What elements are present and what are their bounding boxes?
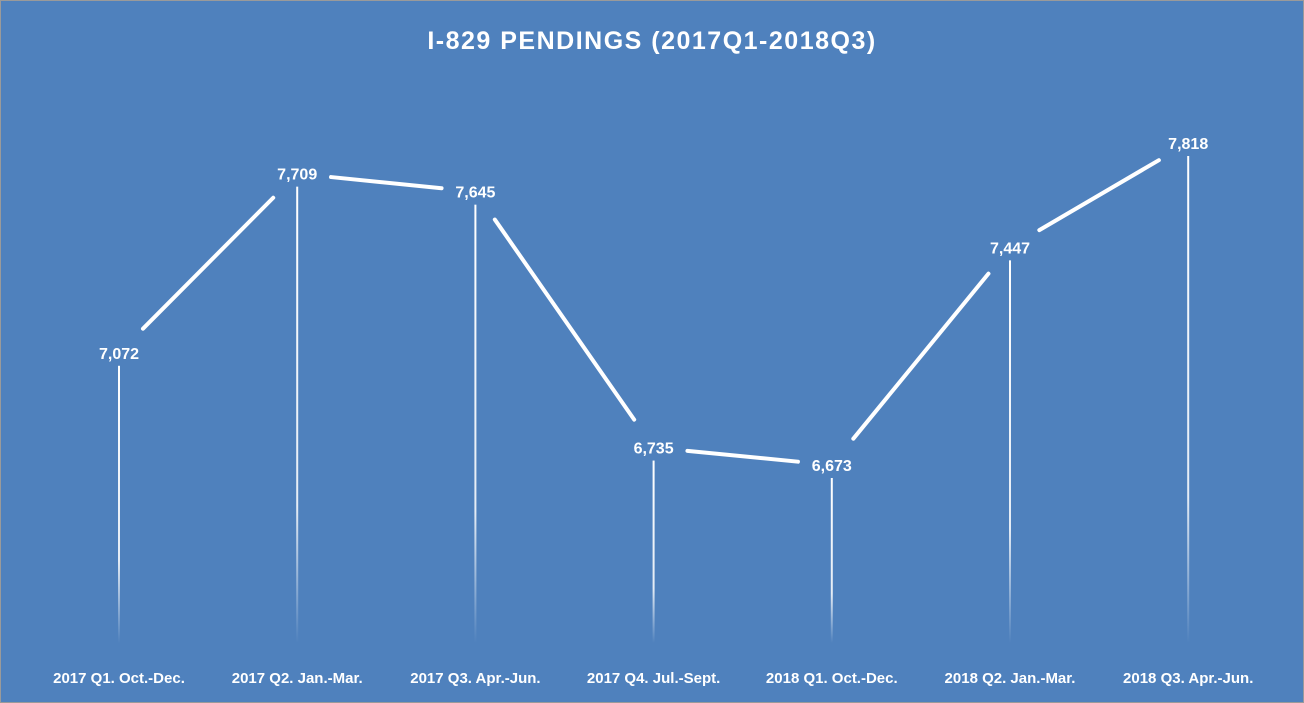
chart-title: I-829 PENDINGS (2017Q1-2018Q3)	[427, 27, 877, 55]
drop-line	[296, 186, 299, 644]
data-label: 7,645	[455, 185, 495, 202]
data-label: 7,447	[990, 240, 1030, 257]
data-labels: 7,072 7,709 7,645 6,735 6,673 7,447 7,818	[99, 136, 1208, 475]
x-tick-label: 2017 Q1. Oct.-Dec.	[53, 670, 185, 687]
drop-line	[474, 204, 477, 643]
series-segment	[492, 217, 637, 422]
drop-line	[118, 365, 120, 643]
x-tick-label: 2018 Q3. Apr.-Jun.	[1123, 670, 1253, 687]
series-segment	[140, 195, 276, 331]
drop-line	[652, 460, 655, 643]
data-label: 7,818	[1168, 136, 1208, 153]
data-label: 7,709	[277, 167, 317, 184]
data-label: 6,673	[812, 458, 852, 475]
x-tick-label: 2017 Q2. Jan.-Mar.	[232, 670, 363, 687]
x-tick-label: 2017 Q3. Apr.-Jun.	[410, 670, 540, 687]
data-label: 6,735	[634, 441, 674, 458]
drop-line	[1009, 260, 1011, 643]
x-axis-tick-labels: 2017 Q1. Oct.-Dec. 2017 Q2. Jan.-Mar. 2017…	[53, 670, 1253, 687]
series-segment	[851, 271, 991, 441]
series-line	[140, 158, 1161, 464]
x-tick-label: 2018 Q2. Jan.-Mar.	[945, 670, 1076, 687]
series-segment	[685, 448, 800, 464]
x-tick-label: 2017 Q4. Jul.-Sept.	[587, 670, 720, 687]
x-tick-label: 2018 Q1. Oct.-Dec.	[766, 670, 898, 687]
drop-line	[830, 478, 833, 643]
data-label: 7,072	[99, 346, 139, 363]
series-segment	[1037, 158, 1161, 233]
series-segment	[329, 175, 444, 191]
drop-lines	[118, 156, 1190, 644]
drop-line	[1187, 156, 1190, 643]
